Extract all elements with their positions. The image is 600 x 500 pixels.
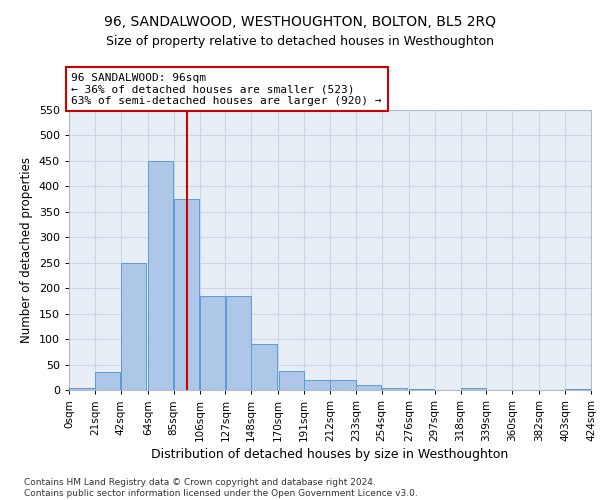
Text: Contains HM Land Registry data © Crown copyright and database right 2024.
Contai: Contains HM Land Registry data © Crown c… [24, 478, 418, 498]
Y-axis label: Number of detached properties: Number of detached properties [20, 157, 33, 343]
Bar [409, 389, 434, 390]
Bar [69, 388, 95, 390]
Text: 96, SANDALWOOD, WESTHOUGHTON, BOLTON, BL5 2RQ: 96, SANDALWOOD, WESTHOUGHTON, BOLTON, BL… [104, 15, 496, 29]
Text: 96 SANDALWOOD: 96sqm
← 36% of detached houses are smaller (523)
63% of semi-deta: 96 SANDALWOOD: 96sqm ← 36% of detached h… [71, 72, 382, 106]
Bar [330, 380, 356, 390]
Bar [148, 161, 173, 390]
Text: Size of property relative to detached houses in Westhoughton: Size of property relative to detached ho… [106, 35, 494, 48]
Bar [356, 385, 382, 390]
X-axis label: Distribution of detached houses by size in Westhoughton: Distribution of detached houses by size … [151, 448, 509, 461]
Bar [121, 262, 146, 390]
Bar [200, 296, 225, 390]
Bar [251, 344, 277, 390]
Bar [461, 388, 486, 390]
Bar [174, 199, 199, 390]
Bar [304, 380, 330, 390]
Bar [226, 296, 251, 390]
Bar [382, 388, 407, 390]
Bar [565, 389, 591, 390]
Bar [278, 370, 304, 390]
Bar [95, 372, 121, 390]
